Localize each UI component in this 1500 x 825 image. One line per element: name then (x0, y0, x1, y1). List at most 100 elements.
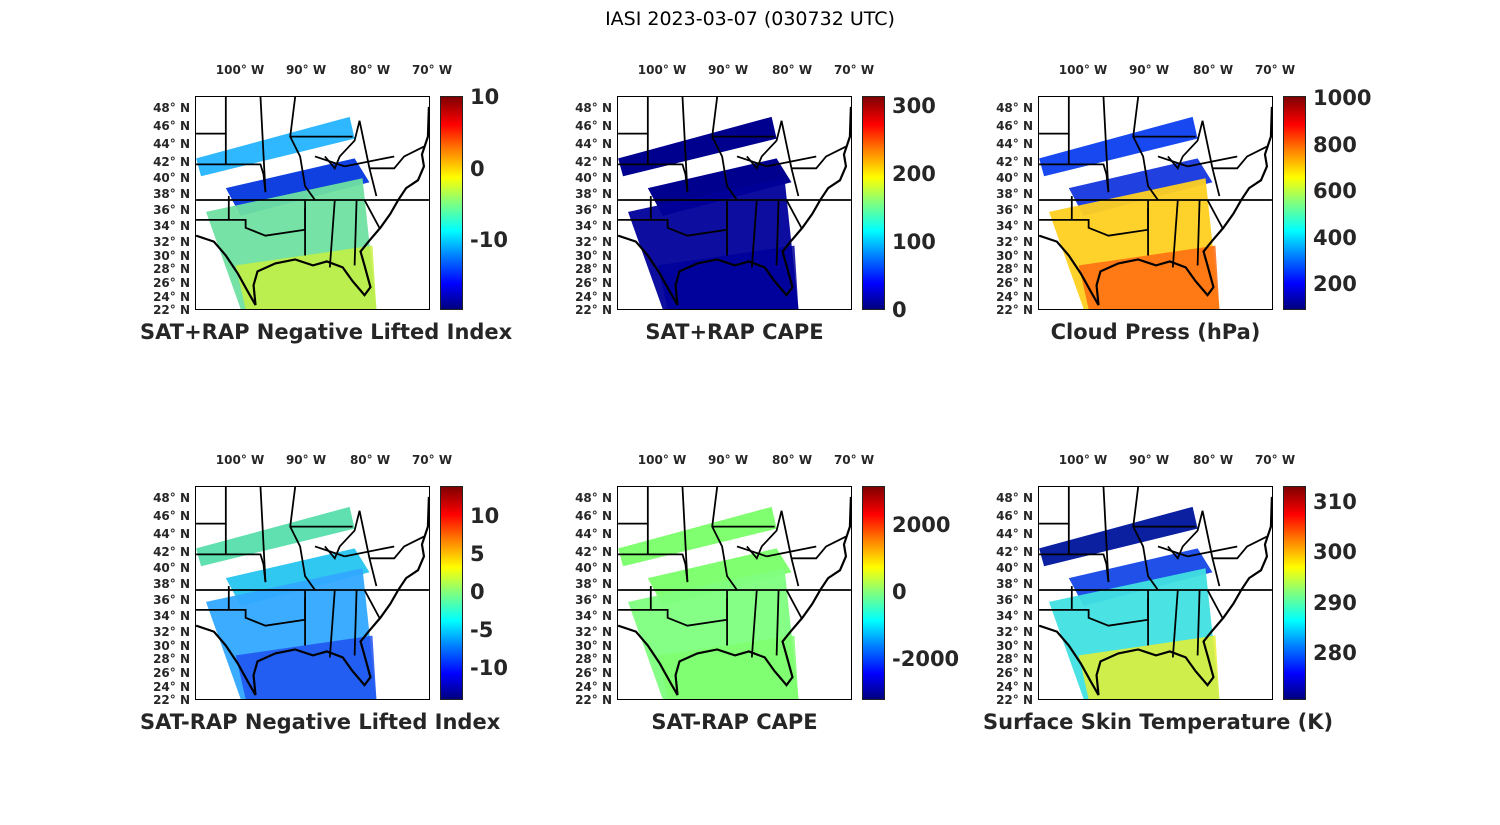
latitude-label: 48° N (996, 491, 1033, 505)
state-border (314, 545, 345, 558)
coastline (618, 496, 851, 696)
state-border (766, 155, 817, 168)
latitude-label: 46° N (996, 119, 1033, 133)
colorbar-tick-label: 200 (1313, 272, 1357, 297)
map-panel: 10 5 0 -5 -10 48° N 46° N 44° N 42° N 40° N 38° N 3… (140, 450, 560, 750)
colorbar-tick-label: 280 (1313, 641, 1357, 666)
data-swath-north (196, 116, 355, 177)
colorbar-tick-label: 1000 (1313, 86, 1372, 111)
longitude-label: 80° W (349, 453, 391, 467)
colorbar (1283, 486, 1306, 700)
state-border (766, 545, 817, 558)
latitude-label: 26° N (575, 666, 612, 680)
latitude-label: 22° N (153, 693, 190, 707)
map-axes[interactable] (617, 96, 852, 310)
latitude-label: 42° N (996, 545, 1033, 559)
state-border (1196, 590, 1201, 656)
state-border (1102, 97, 1110, 193)
panel-title: SAT+RAP Negative Lifted Index (140, 320, 513, 344)
latitude-label: 44° N (153, 527, 190, 541)
state-border (369, 535, 425, 560)
map-panel: 10 0 -10 48° N 46° N 44° N 42° N 40° N 38° N 36° … (140, 60, 560, 360)
longitude-label: 70° W (1254, 63, 1296, 77)
latitude-label: 40° N (575, 561, 612, 575)
colorbar-tick-label: 0 (470, 156, 485, 181)
latitude-label: 42° N (153, 155, 190, 169)
state-border (750, 199, 758, 268)
colorbar-tick-label: 0 (470, 579, 485, 604)
longitude-label: 100° W (215, 63, 265, 77)
state-border (736, 155, 767, 168)
latitude-label: 22° N (575, 693, 612, 707)
panel-title: SAT-RAP CAPE (651, 710, 818, 734)
latitude-label: 38° N (996, 577, 1033, 591)
state-border (775, 200, 780, 266)
state-border (618, 97, 649, 135)
state-border (785, 199, 803, 229)
state-border (1157, 545, 1188, 558)
data-swath-gulf (1078, 635, 1220, 699)
state-border (259, 487, 267, 583)
latitude-label: 30° N (996, 639, 1033, 653)
latitude-label: 40° N (153, 171, 190, 185)
state-border (1211, 168, 1221, 197)
map-axes[interactable] (195, 486, 430, 700)
data-swath-gulf (657, 635, 799, 699)
latitude-label: 34° N (575, 219, 612, 233)
latitude-label: 22° N (575, 303, 612, 317)
colorbar-tick-label: 800 (1313, 132, 1357, 157)
latitude-label: 36° N (575, 203, 612, 217)
state-border (618, 487, 649, 525)
coastline (196, 106, 429, 306)
latitude-label: 40° N (153, 561, 190, 575)
state-border (1102, 487, 1110, 583)
colorbar-tick-label: 0 (892, 579, 907, 604)
latitude-label: 46° N (153, 119, 190, 133)
latitude-label: 44° N (575, 527, 612, 541)
state-border (711, 97, 738, 201)
longitude-label: 100° W (1058, 453, 1108, 467)
latitude-label: 42° N (575, 155, 612, 169)
longitude-label: 90° W (707, 63, 749, 77)
map-axes[interactable] (1038, 96, 1273, 310)
panel-title: Cloud Press (hPa) (1050, 320, 1261, 344)
map-axes[interactable] (195, 96, 430, 310)
state-border (1039, 97, 1070, 135)
state-border (785, 589, 803, 619)
latitude-label: 36° N (575, 593, 612, 607)
longitude-label: 100° W (1058, 63, 1108, 77)
map-panel: 310 300 290 280 48° N 46° N 44° N 42° N 40° N 38°… (983, 450, 1403, 750)
map-axes[interactable] (1038, 486, 1273, 700)
latitude-label: 42° N (575, 545, 612, 559)
latitude-label: 40° N (575, 171, 612, 185)
state-border (681, 97, 689, 193)
data-swath-gulf (657, 245, 799, 309)
data-swath-gulf (235, 245, 377, 309)
latitude-label: 32° N (575, 625, 612, 639)
colorbar-tick-label: -10 (470, 656, 508, 680)
latitude-label: 34° N (153, 219, 190, 233)
colorbar-tick-label: 2000 (892, 512, 951, 537)
latitude-label: 28° N (575, 652, 612, 666)
latitude-label: 36° N (996, 203, 1033, 217)
latitude-label: 38° N (575, 577, 612, 591)
latitude-label: 28° N (996, 652, 1033, 666)
longitude-label: 70° W (833, 453, 875, 467)
longitude-label: 90° W (285, 63, 327, 77)
panel-title: SAT+RAP CAPE (645, 320, 824, 344)
colorbar-tick-label: 10 (470, 85, 500, 110)
longitude-label: 100° W (637, 453, 687, 467)
longitude-label: 70° W (833, 63, 875, 77)
latitude-label: 30° N (996, 249, 1033, 263)
panel-title: Surface Skin Temperature (K) (983, 710, 1334, 734)
latitude-label: 46° N (575, 509, 612, 523)
longitude-label: 90° W (1128, 453, 1170, 467)
state-border (353, 590, 358, 656)
map-axes[interactable] (617, 486, 852, 700)
longitude-label: 80° W (1192, 63, 1234, 77)
colorbar (1283, 96, 1306, 310)
latitude-label: 26° N (153, 276, 190, 290)
state-border (344, 545, 395, 558)
latitude-label: 46° N (153, 509, 190, 523)
